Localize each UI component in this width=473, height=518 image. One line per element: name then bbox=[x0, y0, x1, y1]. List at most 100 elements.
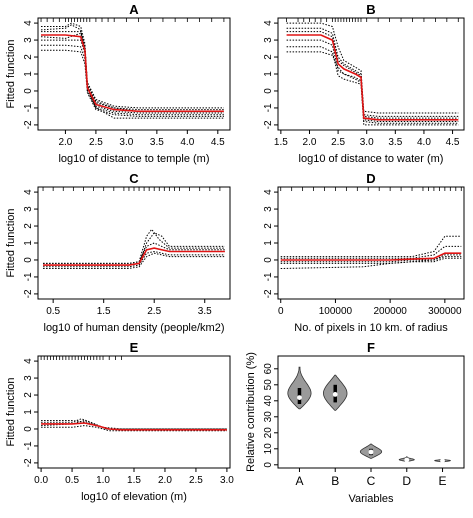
y-tick-label: 4 bbox=[23, 358, 34, 364]
x-tick-label: 2.0 bbox=[158, 475, 172, 486]
y-tick-label: 1 bbox=[23, 409, 34, 415]
violin-median-dot bbox=[332, 392, 338, 397]
x-axis-label: log10 of distance to temple (m) bbox=[58, 153, 209, 165]
mean-curve bbox=[41, 422, 227, 431]
y-axis-label: Fitted function bbox=[5, 377, 17, 446]
x-tick-label: 2.5 bbox=[331, 137, 345, 148]
x-tick-label: 0 bbox=[278, 306, 284, 317]
y-tick-label: 1 bbox=[263, 71, 274, 77]
y-tick-label: -1 bbox=[23, 272, 34, 281]
replicate-curve bbox=[286, 39, 459, 124]
replicate-curve bbox=[41, 49, 224, 117]
y-axis-label: Fitted function bbox=[5, 208, 17, 277]
y-tick-label: 2 bbox=[23, 223, 34, 229]
x-tick-label: 2.5 bbox=[89, 137, 103, 148]
x-tick-label: 3.0 bbox=[119, 137, 133, 148]
y-tick-label: 3 bbox=[23, 206, 34, 212]
replicate-curve bbox=[41, 31, 224, 112]
replicate-curve bbox=[280, 257, 462, 264]
replicate-curve bbox=[41, 44, 224, 116]
mean-curve bbox=[43, 247, 225, 266]
replicate-curve bbox=[280, 254, 462, 269]
violin-median-dot bbox=[440, 458, 445, 464]
y-axis-label: Fitted function bbox=[5, 39, 17, 108]
y-tick-label: 20 bbox=[263, 427, 274, 439]
y-tick-label: 4 bbox=[23, 20, 34, 26]
y-tick-label: 50 bbox=[263, 379, 274, 391]
y-tick-label: 2 bbox=[23, 392, 34, 398]
panel-e: E -2 -1 0 1 2 3 4 Fitted function 0.0 0.5 1.0 1.5 2.0… bbox=[5, 340, 234, 503]
x-tick-label: 2.0 bbox=[58, 137, 72, 148]
panel-title: A bbox=[129, 2, 139, 17]
x-tick-label: 200000 bbox=[373, 306, 407, 317]
violin-median-dot bbox=[297, 395, 302, 400]
y-tick-label: -2 bbox=[23, 458, 34, 467]
x-tick-label: 1.0 bbox=[96, 475, 110, 486]
x-tick-label: 0.0 bbox=[34, 475, 48, 486]
y-tick-label: 3 bbox=[23, 37, 34, 43]
x-tick-label: B bbox=[331, 474, 339, 488]
mean-curve bbox=[41, 34, 224, 113]
y-tick-label: 1 bbox=[23, 71, 34, 77]
replicate-curve bbox=[286, 51, 459, 122]
y-tick-label: -2 bbox=[23, 120, 34, 129]
x-tick-label: 1.5 bbox=[127, 475, 141, 486]
y-tick-label: 0 bbox=[23, 426, 34, 432]
x-tick-label: C bbox=[367, 474, 376, 488]
y-tick-label: 1 bbox=[263, 240, 274, 246]
violin-median-dot bbox=[368, 449, 374, 455]
plot-frame bbox=[277, 186, 465, 300]
y-tick-label: 30 bbox=[263, 411, 274, 423]
x-tick-label: 300000 bbox=[428, 306, 462, 317]
panel-f: F 0 10 20 30 40 50 60 Relative contribution (%) A… bbox=[245, 340, 465, 505]
y-tick-label: -1 bbox=[23, 103, 34, 112]
x-tick-label: A bbox=[295, 474, 303, 488]
plot-frame bbox=[37, 355, 231, 469]
replicate-curve bbox=[280, 245, 462, 259]
y-tick-label: 2 bbox=[23, 54, 34, 60]
y-tick-label: 4 bbox=[263, 20, 274, 26]
y-tick-label: -1 bbox=[263, 272, 274, 281]
y-tick-label: 4 bbox=[263, 189, 274, 195]
y-tick-label: 1 bbox=[23, 240, 34, 246]
y-tick-label: 2 bbox=[263, 223, 274, 229]
replicate-curve bbox=[43, 228, 225, 264]
x-tick-label: 2.5 bbox=[147, 306, 161, 317]
curves bbox=[43, 228, 225, 269]
replicate-curve bbox=[43, 232, 225, 266]
curves bbox=[286, 22, 459, 126]
x-tick-label: 4.0 bbox=[417, 137, 431, 148]
panel-title: E bbox=[130, 340, 139, 355]
panel-a: A -2 -1 0 1 2 3 4 Fitted function 2.0 2.5 3.0 3.5 4.0… bbox=[5, 2, 231, 165]
x-tick-label: 1.5 bbox=[97, 306, 111, 317]
y-tick-label: -2 bbox=[23, 289, 34, 298]
y-tick-label: 10 bbox=[263, 443, 274, 455]
replicate-curve bbox=[280, 235, 462, 258]
x-tick-label: 2.0 bbox=[303, 137, 317, 148]
mean-curve bbox=[286, 34, 459, 121]
y-tick-label: 60 bbox=[263, 363, 274, 375]
y-tick-label: 3 bbox=[23, 375, 34, 381]
replicate-curve bbox=[286, 22, 459, 114]
x-axis-label: Variables bbox=[348, 493, 394, 505]
y-tick-label: 4 bbox=[23, 189, 34, 195]
y-tick-label: 2 bbox=[263, 54, 274, 60]
x-tick-label: 0.5 bbox=[46, 306, 60, 317]
curves bbox=[40, 22, 224, 119]
x-tick-label: 4.5 bbox=[446, 137, 460, 148]
replicate-curve bbox=[286, 46, 459, 126]
y-tick-label: 0 bbox=[263, 257, 274, 263]
y-tick-label: 0 bbox=[23, 88, 34, 94]
x-tick-label: 3.5 bbox=[150, 137, 164, 148]
replicate-curve bbox=[43, 252, 225, 269]
y-tick-label: 40 bbox=[263, 395, 274, 407]
replicate-curve bbox=[286, 31, 459, 119]
x-axis-label: log10 of distance to water (m) bbox=[299, 153, 444, 165]
y-tick-label: 0 bbox=[23, 257, 34, 263]
panel-title: B bbox=[366, 2, 375, 17]
plot-frame bbox=[37, 186, 231, 300]
y-tick-label: -2 bbox=[263, 289, 274, 298]
x-tick-label: 0.5 bbox=[65, 475, 79, 486]
panel-title: D bbox=[366, 171, 375, 186]
